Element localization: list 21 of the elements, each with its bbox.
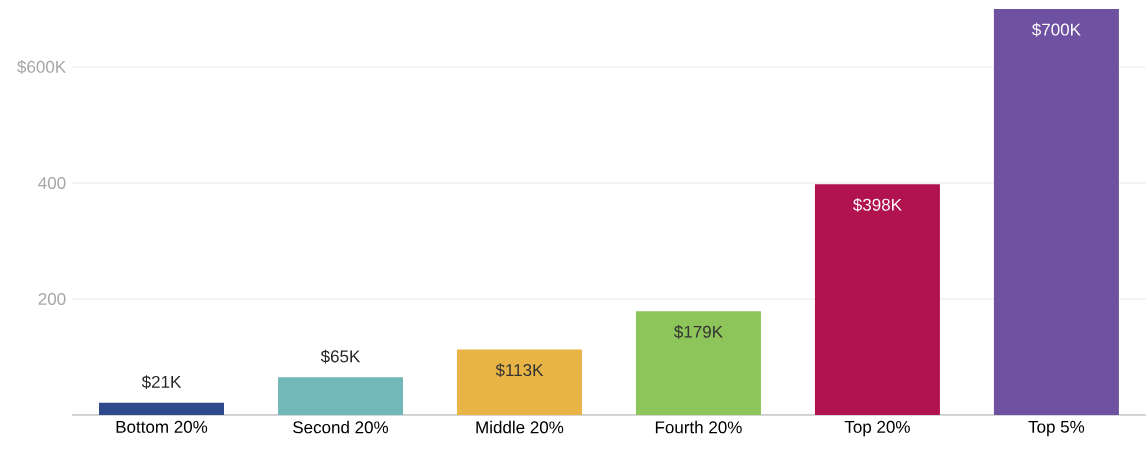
data-label: $21K	[141, 375, 182, 389]
bar	[814, 184, 940, 415]
data-label: $179K	[674, 325, 723, 339]
x-tick-label: Second 20%	[293, 420, 389, 434]
bar	[456, 349, 582, 415]
x-tick-label: Middle 20%	[476, 420, 564, 434]
x-tick-label: Top 20%	[844, 420, 910, 437]
data-label: $113K	[495, 363, 544, 378]
bar	[99, 402, 225, 415]
bar	[993, 9, 1119, 415]
data-label: $398K	[853, 198, 902, 212]
x-tick-label: Bottom 20%	[116, 420, 208, 433]
data-label: $700K	[1032, 22, 1081, 37]
y-tick-label: 400	[38, 176, 66, 190]
bar	[635, 311, 761, 415]
data-label: $65K	[320, 349, 361, 364]
y-tick-label: 200	[38, 292, 66, 306]
x-tick-label: Fourth 20%	[655, 420, 742, 434]
bar	[277, 377, 403, 415]
y-tick-label: $600K	[17, 60, 66, 74]
x-tick-label: Top 5%	[1028, 420, 1085, 437]
